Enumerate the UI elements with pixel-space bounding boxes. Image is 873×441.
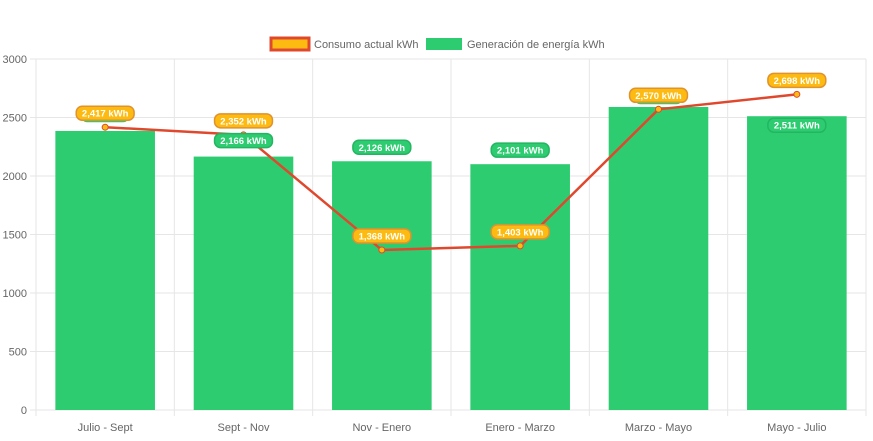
x-tick-label: Nov - Enero [352,422,411,434]
bar-series [55,106,847,410]
bar-value-label: 2,511 kWh [767,117,827,133]
bar-value-label-bg [490,142,550,158]
line-value-label-bg [490,224,550,240]
line-value-label-bg [628,87,689,104]
x-tick-label: Marzo - Mayo [625,422,692,434]
line-point[interactable] [516,242,524,250]
bar-value-label: 2,126 kWh [352,139,412,156]
line-value-label: 2,417 kWh [75,105,135,121]
line-value-label-text: 1,368 kWh [359,231,406,242]
legend: Consumo actual kWh Generación de energía… [269,36,605,52]
line-value-label-bg [213,113,274,129]
bar[interactable] [470,164,570,410]
bar[interactable] [747,116,847,410]
line-point[interactable] [793,90,801,98]
x-tick-label: Julio - Sept [78,422,133,434]
line-value-label-bg [767,72,827,89]
y-axis: 0 500 1000 1500 2000 2500 3000 [3,54,27,417]
legend-swatch-consumo [269,36,311,52]
data-labels: 2,166 kWh 2,126 kWh 2,101 kWh 2,511 kWh 2,41… [75,72,827,244]
y-tick-label: 1000 [3,288,27,300]
line-value-label-text: 2,352 kWh [220,116,267,127]
y-tick-label: 500 [9,347,27,359]
bar-value-label: 2,101 kWh [490,142,550,158]
bar-value-label-text: 2,511 kWh [774,121,820,132]
line-value-label: 2,698 kWh [767,72,827,89]
legend-label-generacion: Generación de energía kWh [467,39,605,51]
line-point[interactable] [378,246,386,254]
x-tick-label: Enero - Marzo [485,422,555,434]
grid [30,58,867,416]
x-tick-label: Sept - Nov [218,422,270,434]
line-value-label: 1,368 kWh [352,228,412,244]
bar-value-label-text: 2,166 kWh [220,136,267,147]
x-tick-label: Mayo - Julio [767,422,826,434]
bar-value-label-bg [213,132,274,149]
line-value-label-text: 1,403 kWh [497,227,544,238]
legend-label-consumo: Consumo actual kWh [314,39,419,51]
bar-value-label: 2,166 kWh [213,132,274,149]
bar[interactable] [332,161,432,410]
line-point[interactable] [101,123,109,131]
line-point[interactable] [655,105,662,113]
legend-item-consumo[interactable]: Consumo actual kWh [269,36,419,52]
bar[interactable] [608,106,709,410]
bar-value-label-bg [767,117,827,133]
line-value-label: 2,570 kWh [628,87,689,104]
y-tick-label: 3000 [3,54,27,66]
y-tick-label: 2000 [3,171,27,183]
bar-value-label-bg [352,139,412,156]
y-tick-label: 2500 [3,113,27,125]
line-value-label: 2,352 kWh [213,113,274,129]
bar[interactable] [193,156,294,410]
bar[interactable] [55,130,155,410]
line-value-label-text: 2,570 kWh [635,91,682,102]
y-tick-label: 0 [21,405,27,417]
bar-value-label-text: 2,126 kWh [359,143,406,154]
legend-swatch-generacion [426,38,462,50]
legend-item-generacion[interactable]: Generación de energía kWh [426,38,605,51]
y-tick-label: 1500 [3,230,27,242]
line-value-label-bg [75,105,135,121]
line-value-label-bg [352,228,412,244]
line-value-label-text: 2,417 kWh [82,109,129,120]
line-value-label: 1,403 kWh [490,224,550,240]
line-value-label-text: 2,698 kWh [774,76,821,87]
bar-value-label-text: 2,101 kWh [497,146,544,157]
x-axis: Julio - Sept Sept - Nov Nov - Enero Enero -… [78,422,827,434]
